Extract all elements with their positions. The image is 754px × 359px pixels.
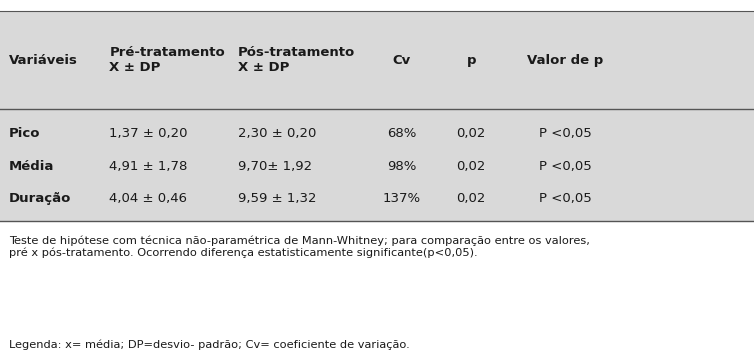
Text: p: p [467, 53, 476, 67]
Text: P <0,05: P <0,05 [539, 192, 592, 205]
Text: 0,02: 0,02 [457, 127, 486, 140]
Text: Teste de hipótese com técnica não-paramétrica de Mann-Whitney; para comparação e: Teste de hipótese com técnica não-paramé… [9, 235, 590, 258]
Text: Média: Média [9, 159, 54, 173]
Text: Pico: Pico [9, 127, 41, 140]
Bar [0, 11, 754, 221]
Text: 2,30 ± 0,20: 2,30 ± 0,20 [238, 127, 316, 140]
Text: Pós-tratamento
X ± DP: Pós-tratamento X ± DP [238, 46, 355, 74]
Bar [0, 221, 754, 359]
Text: Pré-tratamento
X ± DP: Pré-tratamento X ± DP [109, 46, 225, 74]
Text: 4,04 ± 0,46: 4,04 ± 0,46 [109, 192, 187, 205]
Text: 1,37 ± 0,20: 1,37 ± 0,20 [109, 127, 188, 140]
Text: 137%: 137% [382, 192, 421, 205]
Text: Duração: Duração [9, 192, 72, 205]
Text: 68%: 68% [387, 127, 416, 140]
Text: 4,91 ± 1,78: 4,91 ± 1,78 [109, 159, 188, 173]
Text: Legenda: x= média; DP=desvio- padrão; Cv= coeficiente de variação.: Legenda: x= média; DP=desvio- padrão; Cv… [9, 339, 409, 350]
Text: 98%: 98% [387, 159, 416, 173]
Text: P <0,05: P <0,05 [539, 159, 592, 173]
Text: 0,02: 0,02 [457, 192, 486, 205]
Text: P <0,05: P <0,05 [539, 127, 592, 140]
Text: 9,70± 1,92: 9,70± 1,92 [238, 159, 311, 173]
Text: 0,02: 0,02 [457, 159, 486, 173]
Text: Valor de p: Valor de p [527, 53, 604, 67]
Text: 9,59 ± 1,32: 9,59 ± 1,32 [238, 192, 316, 205]
Text: Variáveis: Variáveis [9, 53, 78, 67]
Text: Cv: Cv [392, 53, 411, 67]
